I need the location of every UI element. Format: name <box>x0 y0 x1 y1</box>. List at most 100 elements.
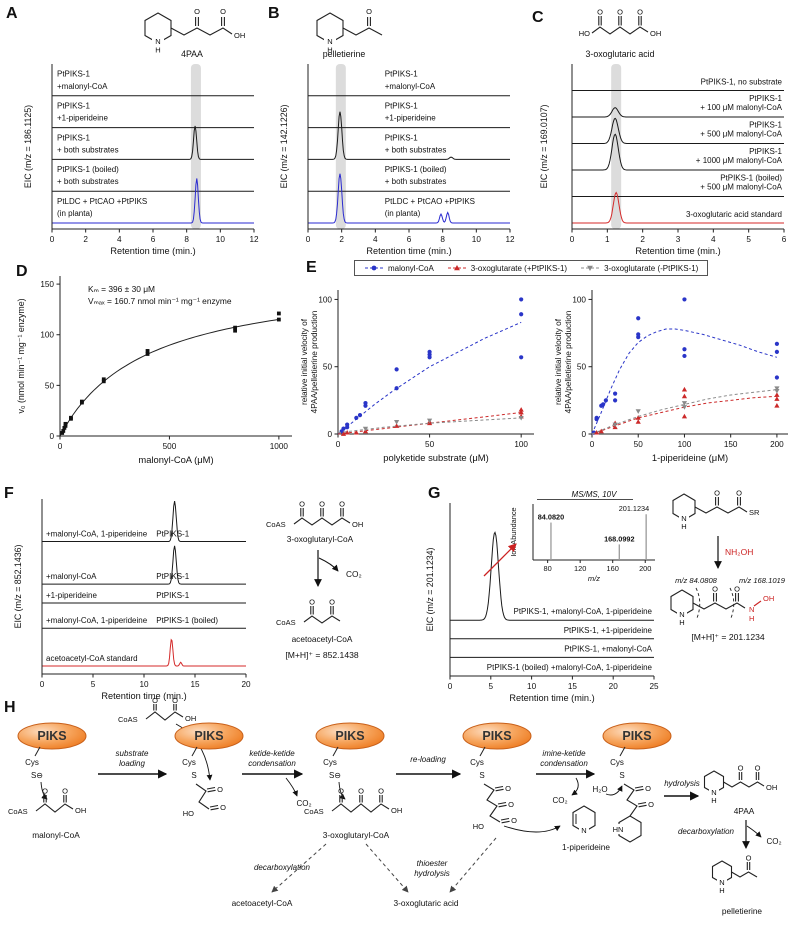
svg-text:100: 100 <box>40 331 54 340</box>
panel-e-left-plot: 0 50 100 0 50 100 polyketide substrate (μM) rel… <box>300 290 534 463</box>
svg-text:S: S <box>479 771 484 780</box>
svg-text:O: O <box>217 785 223 794</box>
fourpaa-name: 4PAA <box>734 806 755 816</box>
svg-text:200: 200 <box>639 564 651 573</box>
scheme-g-reagent: NH₂OH <box>725 547 753 557</box>
svg-text:+ both substrates: + both substrates <box>385 177 447 186</box>
svg-text:0: 0 <box>58 442 63 451</box>
svg-text:O: O <box>378 787 384 796</box>
svg-text:O: O <box>309 598 315 607</box>
svg-text:Cys: Cys <box>25 758 39 767</box>
svg-text:+1-piperideine: +1-piperideine <box>385 114 436 123</box>
svg-text:N: N <box>681 514 686 523</box>
svg-text:thioester: thioester <box>417 859 448 868</box>
svg-text:PtLDC + PtCAO +PtPIKS: PtLDC + PtCAO +PtPIKS <box>57 197 147 206</box>
svg-text:15: 15 <box>568 682 578 691</box>
pelletierine-name: pelletierine <box>722 906 763 916</box>
svg-text:PtPIKS-1: PtPIKS-1 <box>156 591 189 600</box>
svg-text:10: 10 <box>527 682 537 691</box>
svg-text:PtPIKS-1: PtPIKS-1 <box>385 133 418 142</box>
piks-oval-3 <box>315 722 385 750</box>
svg-text:50: 50 <box>323 363 333 372</box>
svg-text:EIC (m/z = 142.1226): EIC (m/z = 142.1226) <box>279 105 289 189</box>
scheme-f-bottom-name: acetoacetyl-CoA <box>292 634 353 644</box>
oxoglutaric-acid-name: 3-oxoglutaric acid <box>393 898 458 908</box>
svg-text:10: 10 <box>216 235 226 244</box>
svg-text:N: N <box>719 878 724 887</box>
svg-text:PtPIKS-1: PtPIKS-1 <box>57 133 90 142</box>
svg-text:polyketide substrate (μM): polyketide substrate (μM) <box>383 452 488 463</box>
svg-text:PtPIKS-1 (boiled) +malonyl-CoA: PtPIKS-1 (boiled) +malonyl-CoA, 1-piperi… <box>487 663 653 672</box>
molecule-4paa-structure: N H O O OH 4PAA <box>144 7 245 59</box>
panel-b-chromatogram: PtPIKS-1 +malonyl-CoA PtPIKS-1 +1-piperidei… <box>279 64 515 256</box>
legend-item-malonyl-coa: malonyl-CoA <box>364 263 434 273</box>
svg-text:12: 12 <box>249 235 259 244</box>
svg-text:O: O <box>645 784 651 793</box>
svg-text:O: O <box>329 598 335 607</box>
svg-text:S: S <box>619 771 624 780</box>
svg-text:0: 0 <box>336 440 341 449</box>
svg-text:EIC (m/z = 852.1436): EIC (m/z = 852.1436) <box>13 545 23 629</box>
svg-text:CoAS: CoAS <box>304 807 324 816</box>
panel-c: C HO O O O OH 3-oxoglutaric acid PtPIKS-… <box>524 4 796 258</box>
svg-text:O: O <box>358 787 364 796</box>
scheme-f-co2: CO₂ <box>346 569 362 579</box>
panel-c-label: C <box>532 9 544 26</box>
svg-text:H: H <box>679 618 684 627</box>
svg-text:Cys: Cys <box>323 758 337 767</box>
svg-text:PtPIKS-1 (boiled): PtPIKS-1 (boiled) <box>57 165 119 174</box>
svg-text:malonyl-CoA (μM): malonyl-CoA (μM) <box>138 454 213 465</box>
svg-text:OH: OH <box>75 806 86 815</box>
svg-text:MS/MS, 10V: MS/MS, 10V <box>572 490 618 499</box>
legend-marker-triangle-icon <box>447 265 466 271</box>
svg-text:CO₂: CO₂ <box>552 796 567 805</box>
svg-text:S⊖: S⊖ <box>31 771 43 780</box>
svg-text:2: 2 <box>83 235 88 244</box>
svg-text:6: 6 <box>782 235 787 244</box>
svg-text:+ 100 μM malonyl-CoA: + 100 μM malonyl-CoA <box>700 103 782 112</box>
scheme-decarboxylation: CoAS O O O OH 3-oxoglutaryl-CoA CO₂ CoAS… <box>266 500 363 661</box>
svg-text:PtPIKS-1: PtPIKS-1 <box>156 572 189 581</box>
svg-text:+1-piperideine: +1-piperideine <box>46 591 97 600</box>
svg-text:imine-ketide: imine-ketide <box>542 749 586 758</box>
svg-text:PIKS: PIKS <box>194 729 223 743</box>
svg-text:O: O <box>42 787 48 796</box>
svg-text:PtPIKS-1 (boiled): PtPIKS-1 (boiled) <box>156 616 218 625</box>
svg-text:+malonyl-CoA, 1-piperideine: +malonyl-CoA, 1-piperideine <box>46 530 148 539</box>
svg-text:8: 8 <box>440 235 445 244</box>
piperideine-name: 1-piperideine <box>562 842 610 852</box>
svg-text:O: O <box>319 500 325 509</box>
svg-text:50: 50 <box>577 363 587 372</box>
svg-text:1000: 1000 <box>270 442 289 451</box>
scheme-g-frag-left: m/z 84.0808 <box>675 576 718 585</box>
panel-f-chromatogram: +malonyl-CoA, 1-piperideine PtPIKS-1 +malo… <box>13 499 251 701</box>
svg-text:150: 150 <box>40 280 54 289</box>
svg-text:O: O <box>714 489 720 498</box>
svg-text:loading: loading <box>119 759 145 768</box>
svg-text:PIKS: PIKS <box>335 729 364 743</box>
svg-text:H: H <box>327 46 332 55</box>
svg-text:EIC (m/z = 186.1125): EIC (m/z = 186.1125) <box>23 105 33 188</box>
svg-text:201.1234: 201.1234 <box>619 504 649 513</box>
legend-item-3-oxoglutarate-minus: 3-oxoglutarate (-PtPIKS-1) <box>580 263 698 273</box>
svg-text:80: 80 <box>544 564 552 573</box>
svg-text:Retention time (min.): Retention time (min.) <box>635 246 720 256</box>
svg-text:PtPIKS-1, +malonyl-CoA: PtPIKS-1, +malonyl-CoA <box>564 644 652 653</box>
svg-text:O: O <box>366 7 372 16</box>
svg-text:168.0992: 168.0992 <box>604 534 634 543</box>
svg-text:+ 500 μM malonyl-CoA: + 500 μM malonyl-CoA <box>700 130 782 139</box>
svg-text:6: 6 <box>151 235 156 244</box>
panel-d-label: D <box>16 263 28 280</box>
svg-text:PtPIKS-1, no substrate: PtPIKS-1, no substrate <box>701 78 783 87</box>
svg-text:O: O <box>299 500 305 509</box>
svg-text:O: O <box>755 764 761 773</box>
svg-text:500: 500 <box>163 442 177 451</box>
molecule-3-oxoglutaric-structure: HO O O O OH 3-oxoglutaric acid <box>579 8 662 60</box>
svg-text:CO₂: CO₂ <box>766 837 781 846</box>
svg-text:N: N <box>679 610 684 619</box>
svg-text:Retention time (min.): Retention time (min.) <box>110 246 195 256</box>
svg-text:hydrolysis: hydrolysis <box>664 779 700 788</box>
svg-text:condensation: condensation <box>540 759 588 768</box>
svg-text:OH: OH <box>185 714 196 723</box>
svg-text:H: H <box>719 886 724 895</box>
